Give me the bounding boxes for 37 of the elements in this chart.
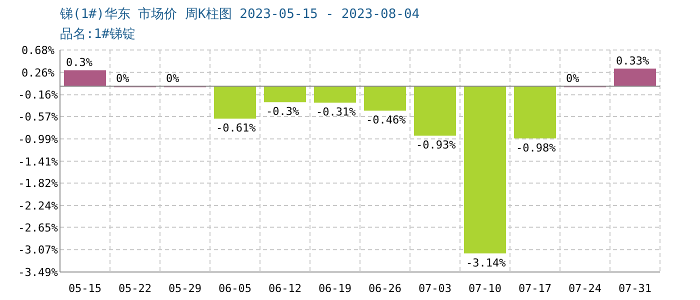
y-tick-label: -1.82%	[18, 177, 58, 190]
data-label: 0%	[566, 72, 580, 86]
data-label: 0.3%	[66, 56, 93, 70]
x-tick-label: 06-26	[368, 282, 402, 295]
data-label: 0%	[166, 72, 180, 86]
data-label: 0%	[116, 72, 130, 86]
data-label: -3.14%	[466, 256, 506, 270]
x-tick-label: 07-31	[618, 282, 652, 295]
data-label: -0.46%	[366, 114, 406, 127]
x-tick-label: 05-22	[118, 282, 152, 295]
x-tick-label: 07-17	[518, 282, 552, 295]
chart-subtitle: 品名:1#锑锭	[60, 27, 136, 42]
x-tick-label: 06-12	[268, 282, 302, 295]
y-tick-label: -2.24%	[18, 199, 58, 212]
chart-title: 锑(1#)华东 市场价 周K柱图 2023-05-15 - 2023-08-04	[59, 7, 420, 22]
y-tick-label: -2.65%	[18, 221, 58, 234]
y-tick-label: -0.99%	[18, 132, 58, 146]
y-tick-label: -0.16%	[18, 88, 58, 102]
x-tick-label: 05-15	[68, 282, 102, 295]
data-label: -0.61%	[216, 122, 256, 135]
y-tick-label: -1.41%	[18, 155, 58, 168]
data-label: -0.98%	[516, 141, 556, 154]
y-tick-label: 0.26%	[21, 66, 55, 80]
data-label: -0.31%	[316, 106, 356, 119]
y-tick-label: -0.57%	[18, 110, 58, 124]
x-tick-label: 07-24	[568, 282, 602, 295]
data-label: -0.93%	[416, 138, 456, 152]
y-tick-label: 0.68%	[21, 44, 55, 57]
x-tick-label: 07-10	[468, 282, 502, 295]
data-label: 0.33%	[616, 54, 650, 68]
x-tick-label: 05-29	[168, 282, 202, 295]
x-tick-label: 07-03	[418, 282, 452, 295]
x-tick-label: 06-19	[318, 282, 352, 295]
x-tick-label: 06-05	[218, 282, 252, 295]
y-tick-label: -3.49%	[18, 266, 58, 279]
y-tick-label: -3.07%	[18, 244, 58, 257]
data-label: -0.3%	[266, 105, 300, 118]
